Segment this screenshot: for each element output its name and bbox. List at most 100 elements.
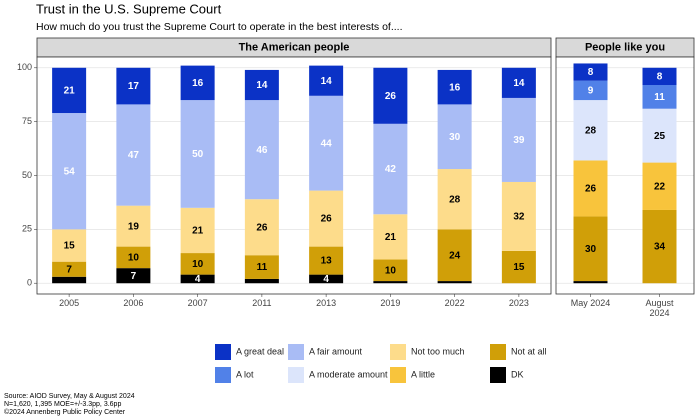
bar-segment — [52, 229, 87, 262]
data-label: 21 — [192, 226, 204, 237]
bar-segment — [244, 69, 279, 101]
panel-title: The American people — [239, 41, 350, 53]
legend-swatch — [490, 344, 506, 360]
bar-segment — [437, 281, 472, 284]
source-line: N=1,620, 1,395 MOE=+/-3.3pp, 3.6pp — [4, 401, 121, 408]
legend-label: A little — [411, 369, 435, 379]
bar-segment — [501, 97, 536, 182]
bar-segment — [642, 162, 677, 210]
data-label: 26 — [256, 222, 268, 233]
bar-segment — [309, 246, 344, 275]
bar-segment — [52, 261, 87, 277]
bar-segment — [373, 67, 408, 124]
x-tick-label: 2013 — [316, 298, 337, 308]
data-label: 16 — [192, 78, 204, 89]
bar-segment — [573, 80, 608, 101]
legend-swatch — [288, 367, 304, 383]
chart-subtitle: How much do you trust the Supreme Court … — [36, 21, 403, 33]
bar-segment — [501, 250, 536, 284]
data-label: 17 — [128, 81, 140, 92]
data-label: 15 — [513, 262, 525, 273]
data-label: 22 — [654, 181, 666, 192]
bar-segment — [180, 274, 215, 284]
data-label: 7 — [66, 264, 72, 275]
x-tick-label: 2005 — [59, 298, 80, 308]
data-label: 4 — [323, 274, 329, 285]
legend-swatch — [390, 344, 406, 360]
x-tick-label: 2011 — [252, 298, 272, 308]
bar-segment — [573, 63, 608, 81]
legend-swatch — [390, 367, 406, 383]
source-line: Source: AIOD Survey, May & August 2024 — [4, 393, 135, 400]
data-label: 54 — [64, 166, 76, 177]
x-tick-label: 2006 — [123, 298, 144, 308]
bar-segment — [244, 278, 279, 284]
data-label: 19 — [128, 221, 140, 232]
y-tick-label: 0 — [27, 278, 32, 288]
data-label: 15 — [64, 241, 76, 252]
data-label: 21 — [64, 86, 76, 97]
bar-segment — [573, 281, 608, 284]
x-tick-label: August 2024 — [645, 298, 674, 318]
data-label: 42 — [385, 164, 397, 175]
bar-segment — [573, 160, 608, 217]
x-tick-label: 2022 — [444, 298, 465, 308]
data-label: 21 — [385, 232, 397, 243]
data-label: 24 — [449, 250, 461, 261]
legend-label: A great deal — [236, 346, 284, 356]
bar-segment — [573, 100, 608, 161]
x-tick-label: 2007 — [187, 298, 208, 308]
panel-border — [555, 56, 695, 295]
legend-label: A fair amount — [309, 346, 363, 356]
bar-segment — [309, 274, 344, 284]
data-label: 30 — [449, 132, 461, 143]
bar-segment — [501, 67, 536, 98]
bar-segment — [180, 65, 215, 101]
panel-title: People like you — [585, 41, 665, 53]
data-label: 47 — [128, 150, 140, 161]
data-label: 34 — [654, 242, 666, 253]
legend-label: Not at all — [511, 346, 547, 356]
bar-segment — [373, 123, 408, 215]
bar-segment — [437, 169, 472, 230]
bar-segment — [180, 253, 215, 275]
legend-swatch — [490, 367, 506, 383]
data-label: 8 — [588, 67, 594, 78]
legend-swatch — [215, 367, 231, 383]
bar-segment — [373, 259, 408, 282]
x-tick-label: May 2024 — [570, 298, 611, 308]
data-label: 32 — [513, 212, 525, 223]
y-tick-label: 25 — [22, 224, 32, 234]
bar-segment — [309, 65, 344, 96]
legend-label: Not too much — [411, 346, 465, 356]
panel-border — [36, 56, 552, 295]
bar-segment — [309, 190, 344, 247]
data-label: 13 — [321, 256, 333, 267]
data-label: 9 — [588, 86, 594, 97]
data-label: 26 — [385, 91, 397, 102]
bar-segment — [437, 69, 472, 105]
data-label: 7 — [131, 271, 137, 282]
data-label: 14 — [256, 80, 268, 91]
data-label: 14 — [513, 78, 525, 89]
data-label: 39 — [513, 135, 525, 146]
legend-swatch — [215, 344, 231, 360]
data-label: 8 — [657, 72, 663, 83]
bar-segment — [116, 205, 151, 247]
bar-segment — [52, 113, 87, 230]
bar-segment — [52, 67, 87, 114]
data-label: 11 — [257, 262, 268, 273]
bar-segment — [642, 67, 677, 86]
data-label: 14 — [321, 76, 333, 87]
bar-segment — [116, 268, 151, 284]
source-line: ©2024 Annenberg Public Policy Center — [4, 408, 126, 416]
legend-label: A moderate amount — [309, 369, 388, 379]
bar-segment — [373, 214, 408, 260]
data-label: 26 — [585, 184, 597, 195]
legend-swatch — [288, 344, 304, 360]
x-tick-label: 2019 — [380, 298, 401, 308]
bar-segment — [180, 100, 215, 208]
legend-label: A lot — [236, 369, 254, 379]
bar-segment — [116, 67, 151, 105]
